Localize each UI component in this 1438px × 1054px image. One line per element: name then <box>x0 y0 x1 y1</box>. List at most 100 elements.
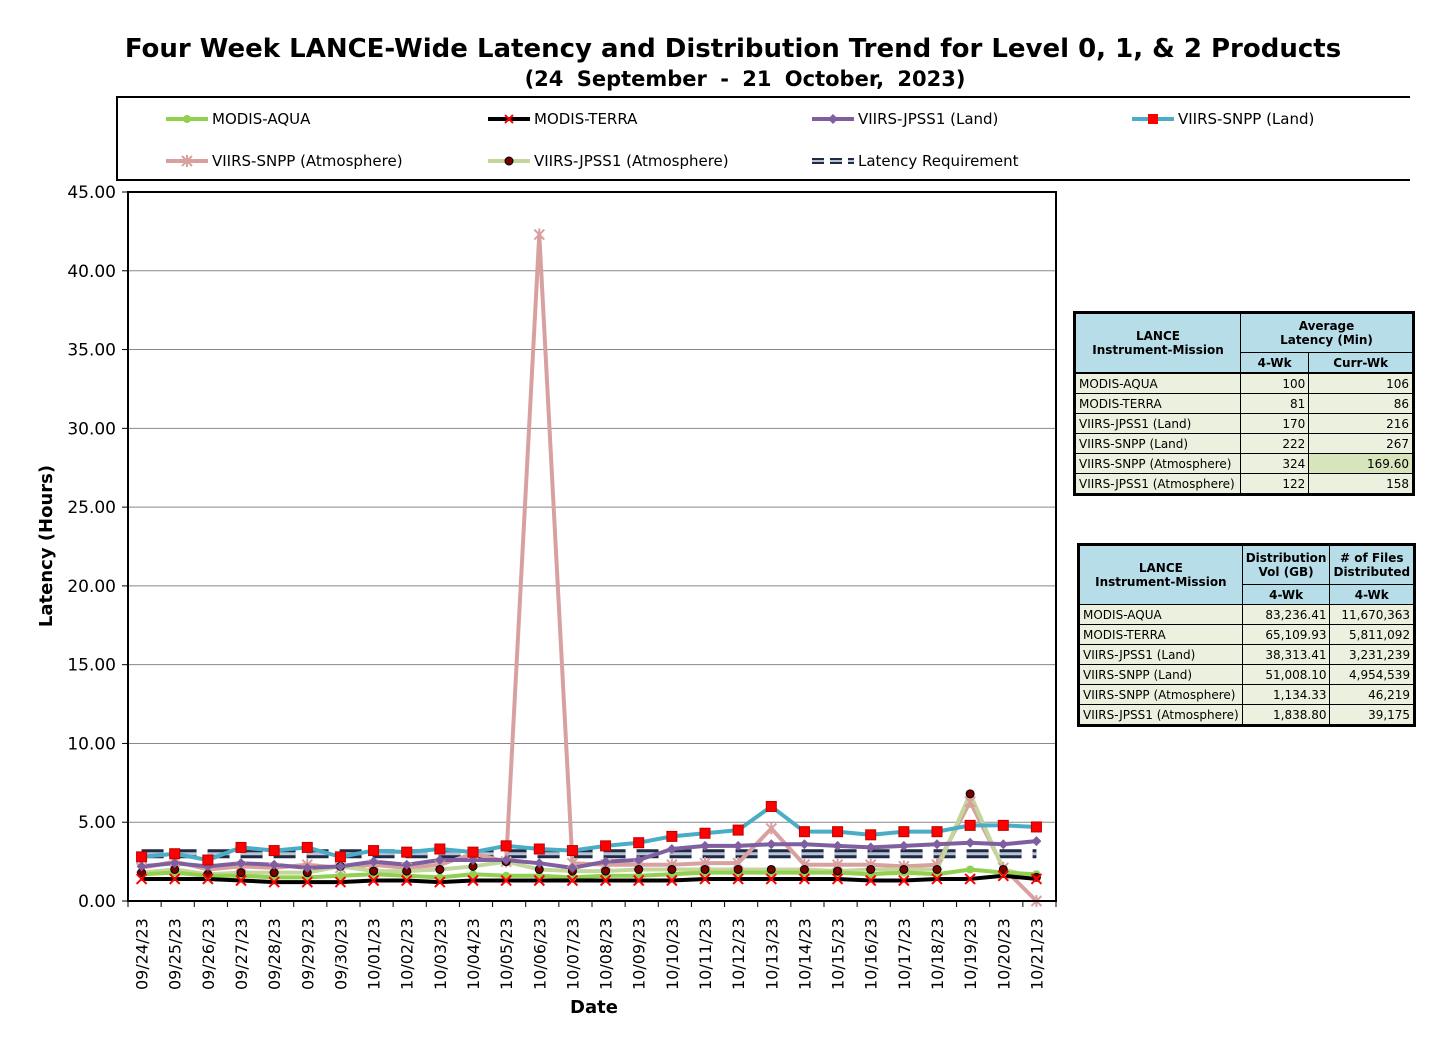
x-tick-label: 10/17/23 <box>895 918 914 990</box>
data-point <box>302 862 313 873</box>
x-tick-label: 10/06/23 <box>530 918 549 990</box>
legend-marker-x-icon <box>488 114 530 124</box>
data-point <box>998 839 1009 850</box>
data-point <box>766 864 776 874</box>
data-point <box>997 870 1009 882</box>
legend-label: VIIRS-SNPP (Atmosphere) <box>212 152 403 170</box>
data-point <box>500 874 512 887</box>
series-line-viirs-jpss1-atmosphere- <box>141 791 1037 880</box>
data-point <box>269 868 279 878</box>
legend-item-modis-aqua: MODIS-AQUA <box>164 109 310 129</box>
data-point <box>997 819 1009 831</box>
data-point <box>699 827 711 839</box>
header-text: # of Files <box>1339 551 1404 565</box>
data-point <box>336 871 345 880</box>
y-tick-label: 20.00 <box>67 577 116 597</box>
table-header-row: 4-Wk Curr-Wk <box>1075 352 1414 373</box>
legend-marker-circle-icon <box>166 115 208 123</box>
table-cell: 100 <box>1239 373 1310 394</box>
data-point <box>401 874 413 887</box>
data-point <box>566 845 578 857</box>
data-point <box>467 874 479 887</box>
table-cell: 1,134.33 <box>1241 684 1331 705</box>
data-point <box>1030 873 1043 885</box>
data-point <box>301 841 313 853</box>
table-cell: 170 <box>1239 413 1310 434</box>
data-point <box>367 874 380 887</box>
table-cell: 169.60 <box>1308 453 1414 474</box>
data-point <box>965 837 976 848</box>
data-point <box>666 874 678 887</box>
x-tick-label: 10/05/23 <box>497 918 516 990</box>
data-point <box>931 873 943 885</box>
data-point <box>334 851 346 863</box>
data-point <box>599 874 612 887</box>
data-point <box>932 864 942 874</box>
header-text: LANCE <box>1138 561 1183 575</box>
data-point <box>833 866 843 876</box>
data-point <box>700 840 710 851</box>
data-point <box>964 819 976 831</box>
y-tick-label: 45.00 <box>67 183 116 203</box>
table-cell: 38,313.41 <box>1241 644 1331 665</box>
table-cell: MODIS-TERRA <box>1074 393 1241 414</box>
table-header-cell: 4-Wk <box>1241 584 1331 605</box>
table-header-cell: LANCE Instrument-Mission <box>1078 544 1243 605</box>
data-point <box>301 876 313 888</box>
header-text: Distributed <box>1333 565 1411 579</box>
legend-item-viirs-jpss1-land: VIIRS-JPSS1 (Land) <box>810 109 998 129</box>
table-cell: 65,109.93 <box>1241 624 1331 645</box>
x-axis-label: Date <box>570 997 618 1018</box>
data-point <box>765 873 777 885</box>
data-point <box>169 873 181 885</box>
x-tick-label: 10/12/23 <box>729 918 748 990</box>
data-point <box>865 874 877 887</box>
table-row: MODIS-AQUA 83,236.41 11,670,363 <box>1078 604 1416 625</box>
table-header-cell: # of Files Distributed <box>1329 544 1416 585</box>
table-row: VIIRS-SNPP (Atmosphere) 324 169.60 <box>1074 453 1414 474</box>
chart-title: Four Week LANCE-Wide Latency and Distrib… <box>124 34 1342 64</box>
legend: MODIS-AQUA MODIS-TERRA VIIRS-JPSS1 (Land… <box>116 96 1410 181</box>
data-point <box>501 855 512 866</box>
data-point <box>866 864 876 874</box>
table-cell: 222 <box>1239 433 1310 454</box>
table-row: VIIRS-JPSS1 (Atmosphere) 122 158 <box>1074 473 1414 495</box>
data-point <box>1031 836 1042 847</box>
table-cell: MODIS-AQUA <box>1074 373 1241 394</box>
data-point <box>666 830 678 842</box>
table-cell: 216 <box>1308 413 1414 434</box>
data-point <box>998 864 1008 874</box>
x-tick-label: 10/03/23 <box>431 918 450 990</box>
y-tick-label: 5.00 <box>78 813 116 833</box>
data-point <box>832 826 844 838</box>
x-tick-label: 10/19/23 <box>961 918 980 990</box>
data-point <box>831 873 844 885</box>
x-tick-label: 10/10/23 <box>663 918 682 990</box>
table-header-cell: Average Latency (Min) <box>1240 312 1414 353</box>
data-point <box>634 864 644 874</box>
x-tick-label: 09/26/23 <box>199 918 218 990</box>
data-point <box>765 800 777 812</box>
table-header-row: LANCE Instrument-Mission Average Latency… <box>1074 312 1414 373</box>
data-point <box>533 874 545 887</box>
data-point <box>136 851 148 863</box>
y-tick-label: 30.00 <box>67 419 116 439</box>
data-point <box>898 840 909 851</box>
data-point <box>865 842 876 853</box>
x-tick-label: 10/14/23 <box>795 918 814 990</box>
table-cell: 3,231,239 <box>1329 644 1416 665</box>
data-point <box>732 873 744 885</box>
data-point <box>136 861 147 872</box>
header-text: Latency (Min) <box>1280 333 1373 347</box>
series-line-modis-terra <box>141 873 1037 885</box>
data-point <box>401 846 413 858</box>
data-point <box>334 876 347 888</box>
x-tick-label: 10/07/23 <box>563 918 582 990</box>
table-header-row: LANCE Instrument-Mission Distribution Vo… <box>1078 544 1416 605</box>
table-cell: VIIRS-SNPP (Atmosphere) <box>1078 684 1243 705</box>
data-point <box>202 854 214 866</box>
data-point <box>666 844 677 855</box>
table-cell: 4,954,539 <box>1329 664 1416 685</box>
legend-marker-square-icon <box>1132 114 1174 124</box>
data-point <box>268 876 280 888</box>
